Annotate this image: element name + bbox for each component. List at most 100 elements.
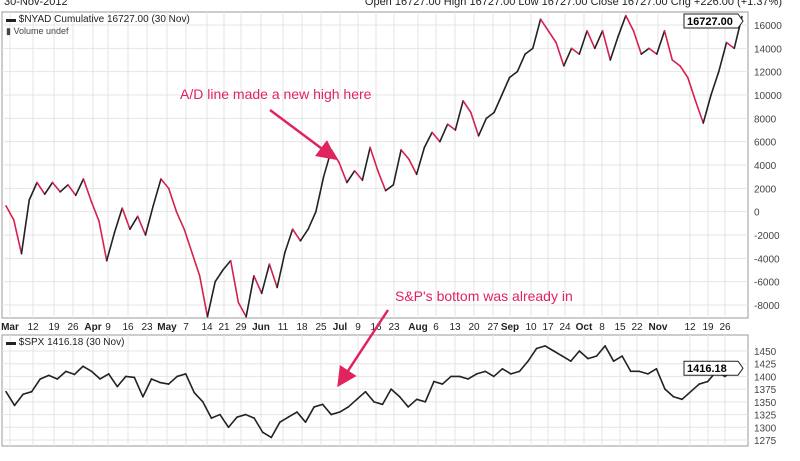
y-tick-label: 1450 — [754, 347, 777, 358]
series-segment — [477, 117, 488, 137]
x-tick-label: 7 — [183, 322, 189, 333]
series-segment — [270, 421, 281, 439]
series-segment — [398, 395, 410, 408]
x-tick-label: 15 — [614, 322, 626, 333]
series-segment — [276, 251, 286, 289]
last-value-box — [683, 360, 744, 376]
series-segment — [159, 381, 170, 385]
series-segment — [22, 390, 33, 396]
series-segment — [193, 391, 204, 403]
series-segment — [313, 403, 324, 408]
series-segment — [206, 280, 216, 318]
x-tick-label: 13 — [449, 322, 461, 333]
series-segment — [586, 30, 596, 50]
series-segment — [65, 370, 76, 376]
series-segment — [338, 406, 350, 413]
series-segment — [510, 370, 521, 375]
series-segment — [152, 178, 162, 207]
series-segment — [547, 30, 557, 44]
x-tick-label: 25 — [315, 322, 327, 333]
series-segment — [67, 184, 77, 197]
series-segment — [640, 47, 650, 55]
series-segment — [5, 390, 16, 407]
x-tick-label: 22 — [631, 322, 643, 333]
series-segment — [121, 207, 131, 230]
series-segment — [43, 181, 54, 195]
series-segment — [578, 350, 589, 360]
y-tick-label: 1300 — [754, 423, 777, 434]
series-segment — [253, 275, 263, 295]
series-segment — [648, 47, 658, 55]
series-segment — [330, 411, 341, 416]
series-segment — [508, 70, 519, 79]
x-tick-label: Nov — [649, 322, 668, 333]
series-segment — [441, 375, 452, 385]
series-segment — [516, 53, 526, 73]
series-segment — [202, 401, 213, 419]
last-value-label: 16727.00 — [687, 16, 733, 28]
series-segment — [524, 47, 534, 55]
series-segment — [454, 100, 464, 131]
x-tick-label: Jul — [333, 322, 348, 333]
series-segment — [90, 200, 100, 222]
x-tick-label: 17 — [542, 322, 554, 333]
series-segment — [601, 30, 612, 61]
series-segment — [527, 347, 538, 362]
series-segment — [501, 367, 512, 375]
series-segment — [82, 365, 93, 373]
series-segment — [73, 365, 84, 376]
series-segment — [184, 373, 196, 394]
y-tick-label: 6000 — [754, 138, 777, 149]
y-tick-label: 10000 — [754, 91, 782, 102]
series-segment — [74, 178, 85, 197]
series-segment — [694, 100, 705, 124]
series-segment — [467, 373, 478, 380]
series-segment — [408, 158, 418, 176]
y-tick-label: -4000 — [754, 254, 780, 265]
x-tick-label: Mar — [1, 322, 19, 333]
series-segment — [458, 375, 469, 380]
series-segment — [415, 146, 426, 176]
series-segment — [167, 375, 178, 385]
series-segment — [493, 94, 503, 114]
x-tick-label: 8 — [599, 322, 605, 333]
series-segment — [587, 355, 598, 360]
series-segment — [702, 94, 712, 124]
series-segment — [198, 275, 209, 318]
series-segment — [39, 374, 50, 380]
series-segment — [470, 111, 480, 137]
x-tick-label: 16 — [122, 322, 134, 333]
x-tick-label: 26 — [719, 322, 731, 333]
series-segment — [229, 259, 240, 304]
series-segment — [431, 131, 441, 143]
series-segment — [617, 14, 627, 38]
series-segment — [439, 123, 449, 143]
x-tick-label: 19 — [48, 322, 60, 333]
series-segment — [423, 131, 433, 149]
chart-date: 30-Nov-2012 — [4, 0, 68, 8]
y-tick-label: -2000 — [754, 231, 780, 242]
x-tick-label: 11 — [278, 322, 289, 333]
series-segment — [176, 373, 187, 378]
series-segment — [356, 390, 367, 401]
series-segment — [604, 345, 615, 362]
x-tick-label: Oct — [576, 322, 593, 333]
series-segment — [227, 416, 238, 429]
series-segment — [116, 375, 127, 388]
series-segment — [552, 350, 564, 357]
series-segment — [245, 275, 255, 318]
series-segment — [655, 30, 666, 55]
series-segment — [59, 184, 69, 193]
series-segment — [214, 269, 224, 283]
x-tick-label: 12 — [27, 322, 39, 333]
series-segment — [51, 181, 62, 193]
y-tick-label: 16000 — [754, 21, 782, 32]
series-segment — [475, 370, 487, 375]
series-segment — [681, 390, 692, 401]
x-tick-label: Jun — [252, 322, 270, 333]
series-segment — [82, 178, 93, 202]
series-segment — [373, 401, 384, 406]
series-segment — [638, 370, 649, 375]
x-tick-label: 9 — [355, 322, 361, 333]
